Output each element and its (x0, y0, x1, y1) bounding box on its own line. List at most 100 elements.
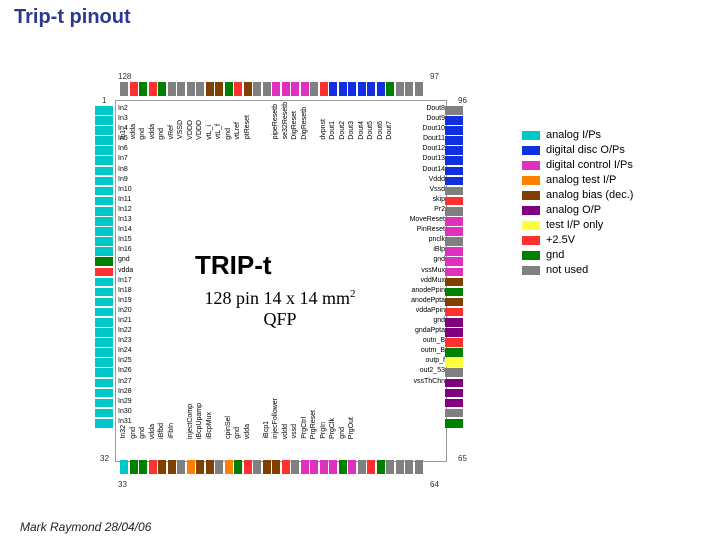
pin (445, 136, 463, 145)
legend-row: test I/P only (522, 218, 633, 233)
legend-label: not used (546, 263, 588, 278)
pin (339, 460, 347, 474)
pin (168, 82, 176, 96)
pin (367, 82, 375, 96)
pin (244, 82, 252, 96)
legend-row: not used (522, 263, 633, 278)
pin (244, 460, 252, 474)
pin (445, 419, 463, 428)
legend-swatch (522, 266, 540, 275)
pin (445, 227, 463, 236)
pin (445, 247, 463, 256)
pin (95, 146, 113, 155)
pin (95, 237, 113, 246)
pin (445, 358, 463, 367)
pin (445, 197, 463, 206)
pin (95, 308, 113, 317)
pin (95, 399, 113, 408)
pin (445, 379, 463, 388)
corner-tr2: 96 (458, 96, 467, 105)
pin (95, 167, 113, 176)
pin (445, 368, 463, 377)
pin (445, 126, 463, 135)
pin (95, 348, 113, 357)
pin (263, 460, 271, 474)
corner-tl2: 1 (102, 96, 106, 105)
pin (310, 460, 318, 474)
pin (445, 389, 463, 398)
pin (445, 116, 463, 125)
pin (95, 389, 113, 398)
pin (358, 82, 366, 96)
legend-label: gnd (546, 248, 564, 263)
pins-top (120, 82, 423, 96)
legend-label: digital disc O/Ps (546, 143, 625, 158)
pin (282, 460, 290, 474)
pin (445, 278, 463, 287)
pin (301, 460, 309, 474)
pin (95, 116, 113, 125)
legend-swatch (522, 251, 540, 260)
legend-label: +2.5V (546, 233, 575, 248)
pin (177, 82, 185, 96)
pin (95, 217, 113, 226)
pin (291, 460, 299, 474)
pin (158, 82, 166, 96)
corner-tl: 128 (118, 72, 131, 81)
pin (225, 460, 233, 474)
pin (206, 460, 214, 474)
legend-label: analog bias (dec.) (546, 188, 633, 203)
pin (95, 247, 113, 256)
pin (95, 187, 113, 196)
pin (386, 82, 394, 96)
pin (445, 268, 463, 277)
pin (234, 460, 242, 474)
pin (95, 156, 113, 165)
pin (95, 177, 113, 186)
corner-bl2: 32 (100, 454, 109, 463)
footer-text: Mark Raymond 28/04/06 (20, 520, 151, 534)
legend-label: digital control I/Ps (546, 158, 633, 173)
corner-tr: 97 (430, 72, 439, 81)
pin (95, 136, 113, 145)
pin (348, 460, 356, 474)
pin (95, 368, 113, 377)
legend-swatch (522, 131, 540, 140)
pin (445, 298, 463, 307)
pin (291, 82, 299, 96)
pin (282, 82, 290, 96)
pin (95, 318, 113, 327)
pin (272, 82, 280, 96)
legend-label: analog I/Ps (546, 128, 601, 143)
pin (95, 197, 113, 206)
corner-br2: 65 (458, 454, 467, 463)
pin (95, 409, 113, 418)
legend-swatch (522, 191, 540, 200)
legend-row: gnd (522, 248, 633, 263)
legend-swatch (522, 161, 540, 170)
pin (215, 82, 223, 96)
pin (95, 278, 113, 287)
pin (95, 379, 113, 388)
pin (130, 82, 138, 96)
pin (445, 237, 463, 246)
pin (339, 82, 347, 96)
pin (234, 82, 242, 96)
pin (253, 460, 261, 474)
pin (377, 460, 385, 474)
pin (130, 460, 138, 474)
legend-label: analog O/P (546, 203, 601, 218)
labels-top: In1vddagndvddagndvRefVSSDVDDDVDDDvtL_ivt… (120, 102, 440, 162)
chip-subtitle: 128 pin 14 x 14 mm2 QFP (150, 288, 410, 330)
pin (445, 257, 463, 266)
pin (149, 460, 157, 474)
pin (225, 82, 233, 96)
chip-sub-prefix: 128 pin 14 x 14 mm (204, 288, 350, 308)
pin (158, 460, 166, 474)
pin (445, 409, 463, 418)
legend-swatch (522, 206, 540, 215)
pin (320, 82, 328, 96)
legend-row: digital control I/Ps (522, 158, 633, 173)
pin (95, 358, 113, 367)
pin (445, 187, 463, 196)
